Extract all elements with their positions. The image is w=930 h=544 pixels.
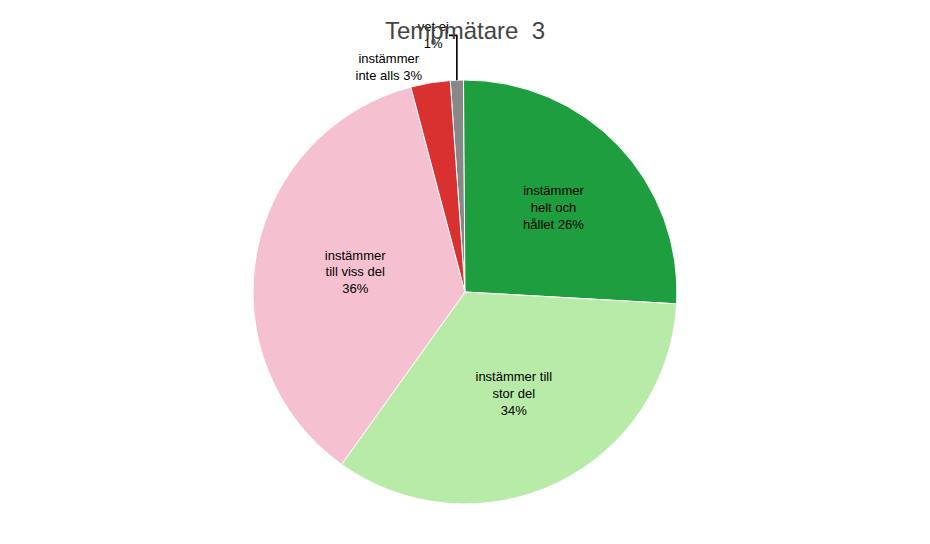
svg-text:instämmerinte alls 3%: instämmerinte alls 3% [355,51,422,83]
svg-text:vet ej1%: vet ej1% [418,19,449,51]
svg-text:instämmer tillstor del34%: instämmer tillstor del34% [475,369,552,418]
svg-text:Tempmätare 3: Tempmätare 3 [385,17,545,44]
svg-text:instämmertill viss del36%: instämmertill viss del36% [325,248,386,297]
svg-text:instämmerhelt ochhållet 26%: instämmerhelt ochhållet 26% [523,183,584,232]
